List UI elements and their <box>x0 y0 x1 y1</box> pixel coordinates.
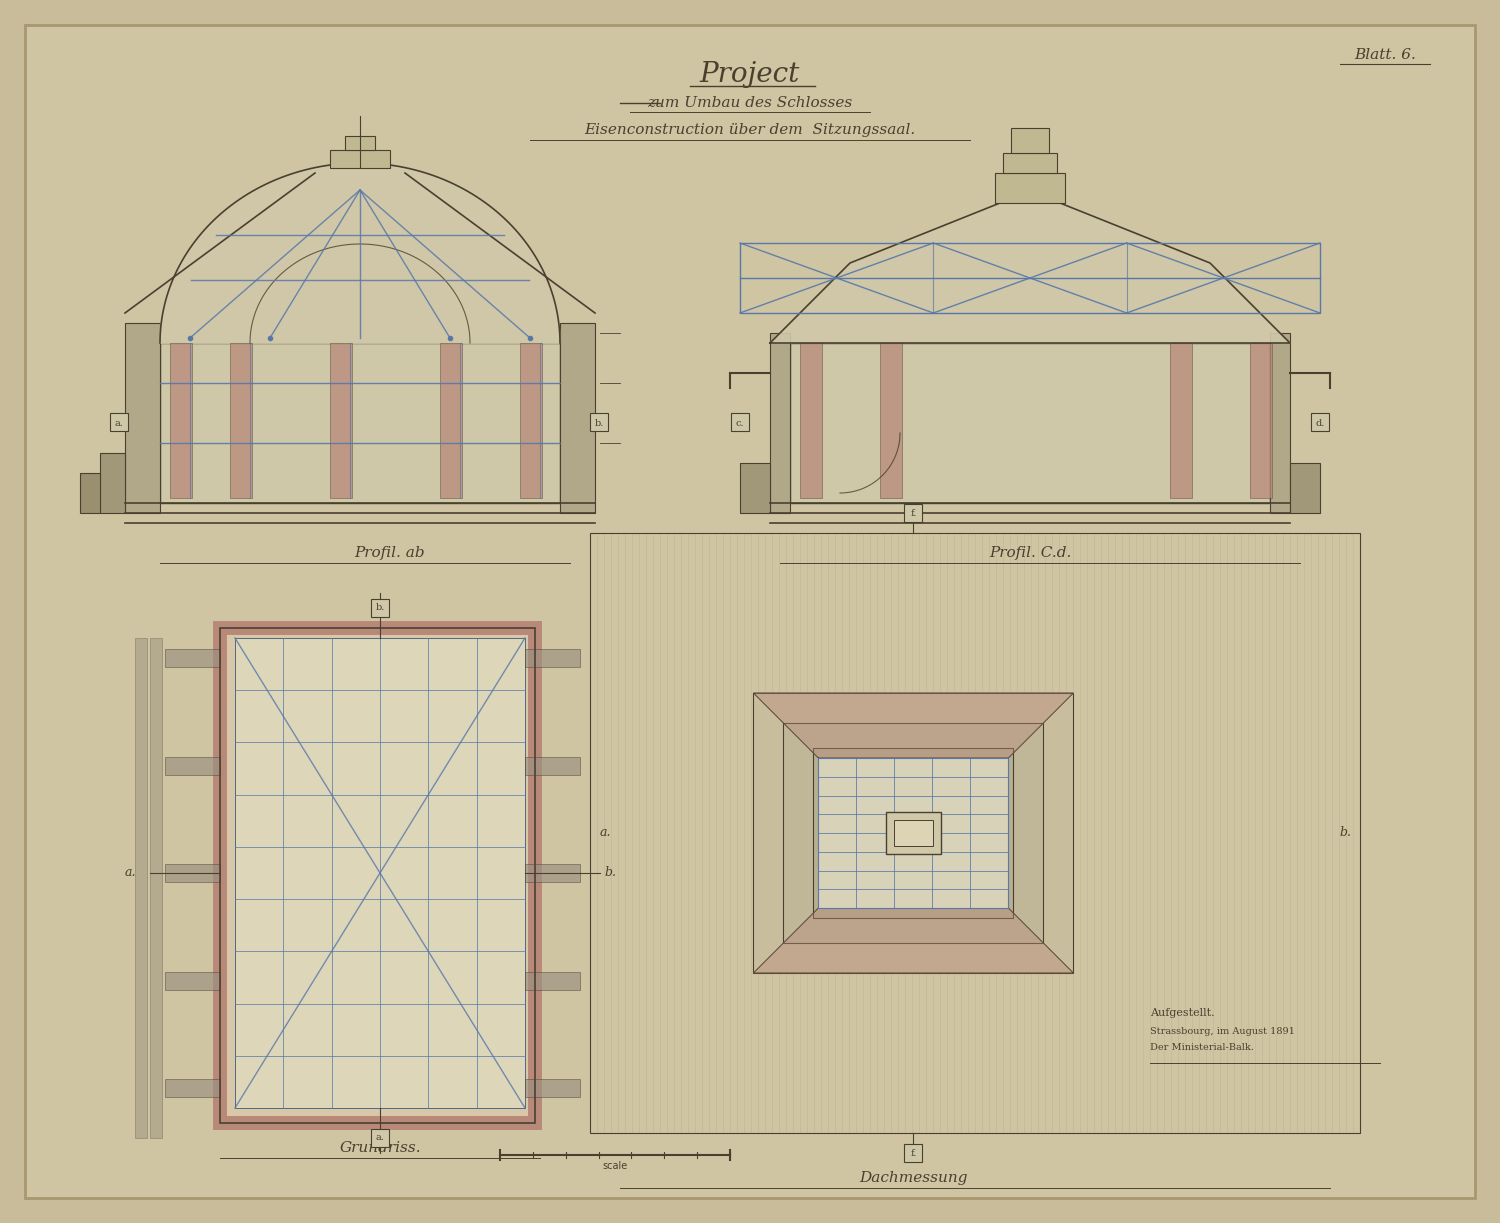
Bar <box>100 453 124 512</box>
Bar <box>904 1144 922 1162</box>
Text: a.: a. <box>375 1134 384 1142</box>
Bar <box>345 136 375 150</box>
Bar <box>790 342 1270 503</box>
Bar <box>1290 464 1320 512</box>
Text: Eisenconstruction über dem  Sitzungssaal.: Eisenconstruction über dem Sitzungssaal. <box>585 124 915 137</box>
Bar <box>813 748 1014 918</box>
Bar <box>220 627 536 1123</box>
Bar <box>165 757 220 774</box>
Text: a.: a. <box>114 418 123 428</box>
Bar <box>525 1079 580 1097</box>
Polygon shape <box>753 907 1074 974</box>
Bar <box>80 473 100 512</box>
Text: Grundriss.: Grundriss. <box>339 1141 422 1155</box>
Polygon shape <box>753 693 1074 758</box>
Bar <box>525 649 580 667</box>
Bar <box>1270 333 1290 512</box>
Text: b.: b. <box>594 418 603 428</box>
Text: Strassbourg, im August 1891: Strassbourg, im August 1891 <box>1150 1026 1294 1036</box>
Bar <box>590 413 608 430</box>
Bar <box>730 413 748 430</box>
Text: Dachmessung: Dachmessung <box>859 1170 968 1185</box>
Text: Aufgestellt.: Aufgestellt. <box>1150 1008 1215 1018</box>
Bar <box>330 150 390 168</box>
Bar <box>740 243 1320 313</box>
Bar <box>165 863 220 882</box>
Text: a.: a. <box>598 827 610 839</box>
Bar <box>525 971 580 989</box>
Bar <box>370 599 388 616</box>
Bar <box>1011 128 1048 153</box>
Text: f.: f. <box>910 1148 916 1157</box>
Bar <box>525 757 580 774</box>
Text: Blatt. 6.: Blatt. 6. <box>1354 48 1416 62</box>
Bar <box>880 342 902 498</box>
Bar <box>230 342 252 498</box>
Bar <box>783 723 1044 943</box>
Bar <box>1004 153 1058 172</box>
Bar <box>330 342 352 498</box>
Bar <box>110 413 128 430</box>
Polygon shape <box>770 203 1290 342</box>
Bar <box>740 464 770 512</box>
Text: f.: f. <box>910 509 916 517</box>
Text: c.: c. <box>735 418 744 428</box>
Bar <box>590 533 1360 1132</box>
Bar <box>1250 342 1272 498</box>
Bar <box>994 172 1065 203</box>
Bar <box>440 342 462 498</box>
Bar <box>220 627 536 1123</box>
Text: Profil. ab: Profil. ab <box>354 545 426 560</box>
Bar <box>1311 413 1329 430</box>
Bar <box>839 768 989 898</box>
Bar <box>165 649 220 667</box>
Text: b.: b. <box>375 603 384 613</box>
Polygon shape <box>160 163 560 342</box>
Bar <box>904 504 922 522</box>
Bar <box>236 638 525 1108</box>
Text: a.: a. <box>124 867 135 879</box>
Bar <box>753 693 1074 974</box>
Bar <box>150 638 162 1137</box>
Text: Project: Project <box>700 61 800 88</box>
Text: Der Ministerial-Balk.: Der Ministerial-Balk. <box>1150 1042 1254 1052</box>
Bar <box>165 1079 220 1097</box>
Text: zum Umbau des Schlosses: zum Umbau des Schlosses <box>648 95 852 110</box>
Bar <box>819 758 1008 907</box>
Bar <box>886 812 940 854</box>
Bar <box>160 342 560 503</box>
Text: b.: b. <box>604 867 616 879</box>
Bar <box>135 638 147 1137</box>
Bar <box>370 1129 388 1147</box>
Bar <box>525 863 580 882</box>
Bar <box>170 342 192 498</box>
Bar <box>770 333 790 512</box>
Bar <box>800 342 822 498</box>
Bar <box>124 323 160 512</box>
Bar <box>1170 342 1192 498</box>
Text: Profil. C.d.: Profil. C.d. <box>988 545 1071 560</box>
Bar <box>894 819 933 846</box>
Text: d.: d. <box>1316 418 1324 428</box>
Bar <box>560 323 596 512</box>
Text: scale: scale <box>603 1161 627 1170</box>
Bar <box>520 342 542 498</box>
Text: b.: b. <box>1340 827 1352 839</box>
Bar <box>165 971 220 989</box>
